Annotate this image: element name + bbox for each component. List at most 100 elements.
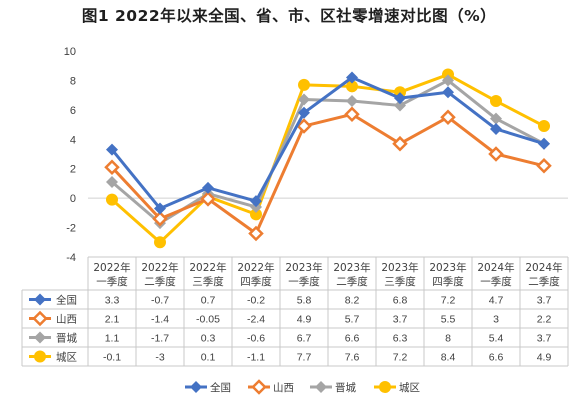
x-category-quarter: 四季度 (432, 275, 464, 288)
legend-label: 全国 (210, 381, 231, 394)
row-legend-marker (32, 310, 48, 327)
data-point (248, 225, 264, 242)
x-category-quarter: 三季度 (192, 275, 224, 288)
table-cell-value: 1.1 (105, 333, 120, 345)
data-point (536, 158, 552, 174)
table-cell-value: 3.3 (105, 295, 120, 307)
table-cell-value: -0.6 (247, 333, 265, 345)
table-cell-value: -3 (155, 352, 164, 364)
x-category-quarter: 二季度 (528, 275, 560, 288)
data-point (154, 202, 166, 215)
y-tick-label: 2 (70, 164, 76, 176)
x-category-year: 2022年 (237, 261, 274, 274)
table-cell-value: 7.6 (345, 352, 360, 364)
series-全国 (106, 71, 550, 215)
chart-title: 图1 2022年以来全国、省、市、区社零增速对比图（%） (81, 7, 497, 25)
table-cell-value: 4.9 (297, 314, 312, 326)
data-point (106, 143, 118, 156)
table-cell-value: 3.7 (393, 314, 408, 326)
x-category-quarter: 三季度 (384, 275, 416, 288)
x-category-year: 2023年 (429, 261, 466, 274)
row-legend-marker (34, 350, 46, 363)
legend-marker (190, 381, 202, 393)
table-cell-value: 5.7 (345, 314, 360, 326)
table-row: 全国 3.3 -0.7 0.7 -0.2 5.8 8.2 6.8 7.2 4.7 3.7 (29, 293, 552, 307)
data-point (346, 95, 358, 108)
row-series-name: 山西 (56, 314, 77, 326)
x-category-year: 2024年 (477, 261, 514, 274)
data-point (152, 210, 168, 227)
table-cell-value: 2.2 (537, 314, 552, 326)
table-row: 城区 -0.1 -3 0.1 -1.1 7.7 7.6 7.2 8.4 6.6 4.9 (29, 350, 552, 364)
x-category-quarter: 一季度 (480, 275, 512, 288)
legend-item-全国: 全国 (185, 381, 231, 394)
legend-label: 山西 (273, 382, 294, 394)
data-point (346, 80, 358, 93)
table-cell-value: 5.8 (297, 295, 312, 307)
data-point (490, 122, 502, 135)
row-series-name: 晋城 (56, 333, 77, 345)
x-category-year: 2023年 (285, 261, 322, 274)
y-tick-label: 6 (70, 105, 76, 117)
table-cell-value: 0.7 (201, 295, 216, 307)
table-cell-value: 6.3 (393, 333, 408, 345)
x-category-year: 2022年 (189, 261, 226, 274)
table-cell-value: 7.2 (441, 295, 456, 307)
table-cell-value: 6.7 (297, 333, 312, 345)
y-tick-label: 10 (64, 46, 76, 58)
data-point (298, 106, 310, 119)
table-cell-value: -1.1 (247, 352, 265, 364)
table-cell-value: 6.6 (345, 333, 360, 345)
table-row: 晋城 1.1 -1.7 0.3 -0.6 6.7 6.6 6.3 8 5.4 3.7 (29, 331, 552, 345)
x-category-quarter: 二季度 (336, 275, 368, 288)
table-cell-value: -0.1 (103, 352, 121, 364)
row-series-name: 全国 (56, 294, 77, 307)
series-line (110, 75, 545, 210)
table-cell-value: 3.7 (537, 333, 552, 345)
x-category-quarter: 四季度 (240, 275, 272, 288)
legend-label: 晋城 (335, 382, 356, 394)
series-line (111, 73, 545, 244)
series-山西 (104, 106, 552, 242)
x-category-year: 2022年 (93, 261, 130, 274)
row-legend-marker (34, 293, 46, 306)
legend-item-城区: 城区 (374, 381, 420, 394)
data-point (442, 86, 454, 99)
y-tick-label: 4 (70, 134, 76, 146)
x-category-year: 2022年 (141, 261, 178, 274)
data-point (202, 181, 214, 194)
table-cell-value: 4.9 (537, 352, 552, 364)
table-cell-value: -0.2 (247, 295, 265, 307)
table-cell-value: 6.8 (393, 295, 408, 307)
x-category-quarter: 二季度 (144, 275, 176, 288)
series-晋城 (106, 74, 550, 230)
table-cell-value: -0.7 (151, 295, 169, 307)
data-point (488, 146, 504, 162)
data-point (490, 95, 502, 108)
data-point (346, 71, 358, 84)
table-cell-value: -1.4 (151, 314, 169, 326)
data-point (392, 135, 408, 152)
table-cell-value: 7.2 (393, 352, 408, 364)
legend-marker (315, 381, 327, 393)
legend-item-山西: 山西 (248, 379, 294, 395)
data-point (394, 92, 406, 105)
table-cell-value: 7.7 (297, 352, 312, 364)
data-point (298, 78, 310, 91)
x-category-quarter: 一季度 (288, 275, 320, 288)
table-cell-value: 4.7 (489, 295, 504, 307)
series-城区 (106, 68, 550, 249)
y-tick-label: -2 (66, 223, 76, 235)
table-cell-value: -1.7 (151, 333, 169, 345)
x-category-year: 2023年 (333, 261, 370, 274)
data-point (104, 159, 120, 176)
data-point (440, 109, 456, 125)
data-point (538, 137, 550, 150)
data-point (250, 195, 262, 208)
table-cell-value: 3.7 (537, 295, 552, 307)
data-point (442, 74, 454, 87)
table-cell-value: 3 (493, 314, 499, 326)
data-point (298, 93, 310, 106)
y-tick-label: 8 (70, 75, 76, 87)
